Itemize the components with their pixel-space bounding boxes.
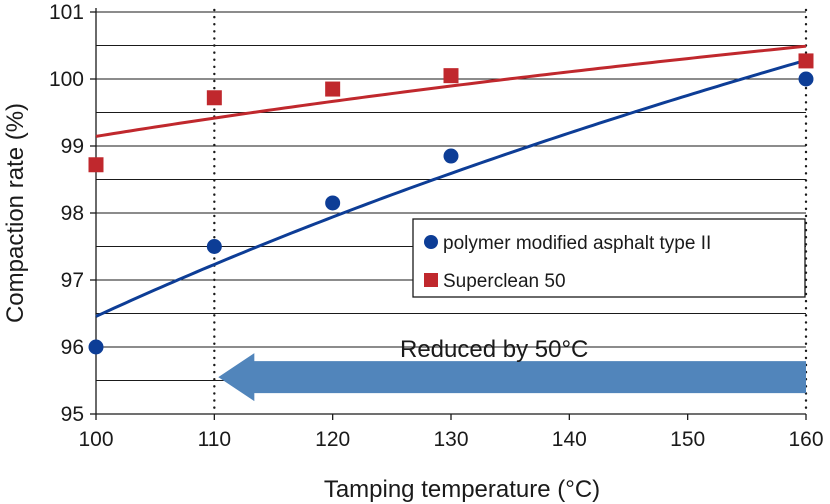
data-point-superclean [206,90,222,106]
fit-curve-polymer [95,58,807,318]
legend: polymer modified asphalt type II Supercl… [412,218,806,298]
fit-curve-superclean [95,44,807,138]
data-point-polymer [798,71,814,87]
legend-label-superclean: Superclean 50 [443,271,566,292]
legend-marker-polymer [424,235,438,249]
y-tick-label: 96 [61,336,84,359]
data-point-superclean [88,157,104,173]
y-tick-label: 97 [61,269,84,292]
data-point-polymer [443,148,459,164]
annotation-arrow [218,353,807,402]
fit-curves [95,44,807,318]
data-points [88,53,814,355]
data-point-polymer [88,339,104,355]
grid-lines [96,11,806,381]
y-tick-label: 100 [49,68,84,91]
x-tick-label: 120 [315,428,350,451]
y-axis-label: Compaction rate (%) [2,103,29,323]
y-tick-label: 95 [61,403,84,426]
data-point-superclean [443,68,459,84]
data-point-polymer [325,195,341,211]
y-tick-label: 98 [61,202,84,225]
arrow-shape [218,353,807,402]
x-tick-label: 130 [433,428,468,451]
x-tick-label: 110 [198,428,231,451]
y-tick-label: 101 [49,1,84,24]
legend-label-polymer: polymer modified asphalt type II [443,233,711,254]
y-axis: 95 96 97 98 99 100 101 [49,1,97,426]
x-tick-label: 140 [552,428,587,451]
y-tick-label: 99 [61,135,84,158]
x-tick-label: 160 [788,428,823,451]
annotation-text: Reduced by 50°C [400,336,588,363]
x-tick-label: 150 [670,428,705,451]
data-point-superclean [325,81,341,97]
legend-box [412,218,806,298]
x-axis-label: Tamping temperature (°C) [324,476,600,503]
legend-marker-superclean [424,273,438,287]
x-axis: 100 110 120 130 140 150 160 [78,413,824,451]
x-tick-label: 100 [78,428,113,451]
data-point-polymer [206,239,222,254]
data-point-superclean [798,53,814,69]
